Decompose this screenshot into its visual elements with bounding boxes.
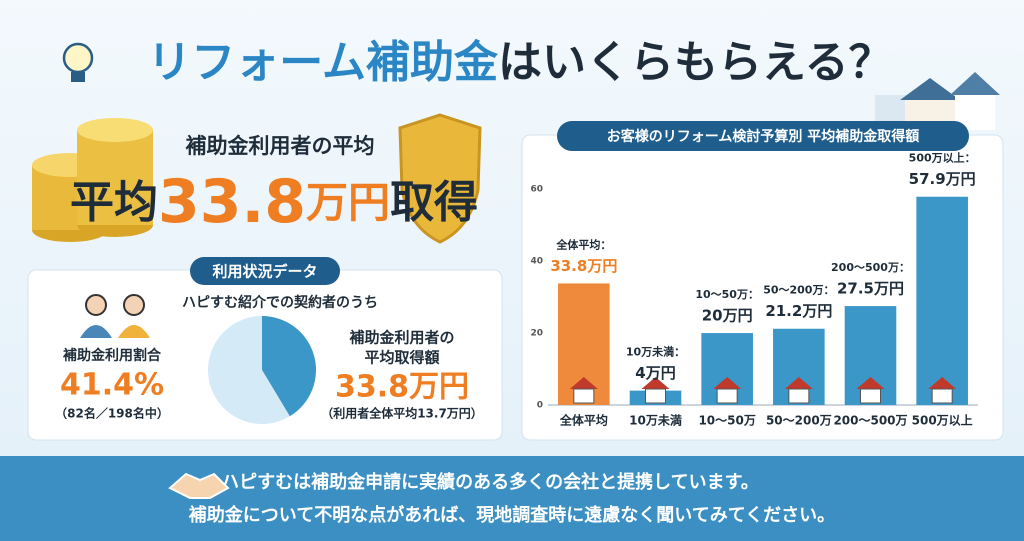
label-header: 50～200万： [763,284,834,297]
coins-illustration [32,118,153,242]
title-rest: はいくらもらえる？ [498,37,893,88]
main-title: リフォーム補助金はいくらもらえる？ [147,37,892,88]
headline: 平均33.8万円取得 [70,167,478,237]
house-icon [641,377,670,389]
x-tick-label: 10～50万 [698,414,755,428]
x-tick-label: 全体平均 [559,413,608,428]
people-icon [80,294,150,338]
house-icon [788,388,810,404]
y-tick-label: 40 [530,257,543,267]
y-tick-label: 0 [537,401,543,411]
y-tick-label: 20 [530,329,543,339]
shield [398,113,482,244]
headline-suffix: 取得 [390,177,478,228]
average-note: （利用者全体平均13.7万円） [321,406,483,421]
y-tick-label: 60 [530,185,543,195]
house-icon [860,388,881,404]
x-tick-label: 200～500万 [833,414,907,428]
pie-slice [262,315,316,417]
house-icon [928,377,957,389]
label-header: 200～500万： [831,261,910,274]
value-label: 57.9万円 [909,170,976,188]
value-label: 27.5万円 [837,280,904,298]
pie-slice [207,315,290,424]
bar-chart-title: お客様のリフォーム検討予算別 平均補助金取得額 [607,128,919,145]
footer [0,456,1024,541]
label-header: 全体平均： [555,237,611,251]
house-icon [573,388,595,404]
label-header: 10～50万： [695,288,759,301]
house-icon [784,377,813,389]
bar-chart-title-pill [557,121,969,151]
rate-note: （82名／198名中） [55,406,169,421]
footer-line: 補助金について不明な点があれば、現地調査時に遠慮なく聞いてみてください。 [188,504,835,526]
usage-panel-tab [190,257,340,285]
value-label: 20万円 [702,307,753,325]
title-highlight: リフォーム補助金 [147,37,499,88]
rate-value: 41.4% [60,368,164,403]
bar [916,196,968,405]
average-label: 補助金利用者の [348,329,454,347]
footer-line: ハピすむは補助金申請に実績のある多くの会社と提携しています。 [221,471,759,493]
house-icon [856,377,885,389]
headline-prefix: 平均 [70,177,158,228]
usage-intro: ハピすむ紹介での契約者のうち [182,294,378,311]
value-label: 21.2万円 [765,302,832,320]
handshake-icon [168,472,230,499]
house-icon [716,388,738,404]
rate-label: 補助金利用割合 [62,347,162,364]
label-header: 500万以上： [909,151,976,165]
headline-caption: 補助金利用者の平均 [185,134,375,158]
usage-panel-title: 利用状況データ [212,263,317,281]
average-value: 33.8万円 [335,370,469,405]
house-icon [713,377,742,389]
value-label: 4万円 [635,364,675,382]
pie-chart [207,315,316,424]
house-icon [645,388,666,404]
average-label: 平均取得額 [364,349,439,367]
x-tick-label: 500万以上 [912,413,973,428]
bulb-icon [62,42,94,82]
x-tick-label: 10万未満 [629,413,682,428]
house-icon [931,388,953,404]
x-tick-label: 50～200万 [766,414,832,428]
headline-amount: 33.8 [158,167,306,237]
label-header: 10万未満： [626,345,685,359]
headline-unit: 万円 [306,178,390,227]
value-label: 33.8万円 [550,257,617,275]
house-icon [569,377,598,389]
